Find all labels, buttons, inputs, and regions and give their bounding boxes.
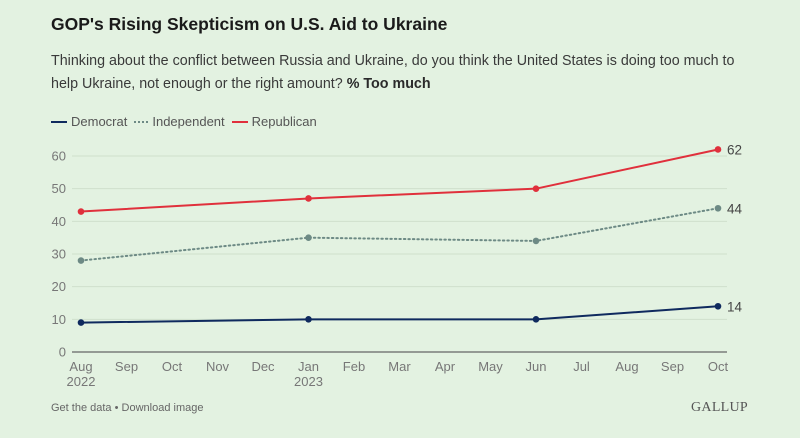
data-point-independent [532, 237, 540, 245]
x-tick-label: Jan [298, 359, 319, 374]
y-tick-label: 50 [52, 181, 66, 196]
end-label-democrat: 14 [727, 299, 743, 314]
y-tick-label: 30 [52, 247, 66, 262]
x-tick-label: Sep [661, 359, 684, 374]
footer-links: Get the data • Download image [51, 402, 203, 414]
chart-title: GOP's Rising Skepticism on U.S. Aid to U… [51, 14, 448, 34]
subtitle-question: Thinking about the conflict between Russ… [51, 53, 735, 92]
x-tick-label: Nov [206, 359, 230, 374]
y-tick-label: 40 [52, 214, 66, 229]
data-point-republican [305, 195, 312, 202]
legend-swatch-independent [134, 120, 149, 123]
data-point-independent [77, 257, 85, 264]
y-tick-label: 60 [52, 149, 66, 164]
data-point-independent [305, 234, 312, 241]
chart-legend: Democrat Independent Republican [51, 114, 324, 129]
gridlines [72, 155, 727, 353]
data-point-republican [714, 146, 722, 153]
series-line-independent [80, 207, 719, 262]
x-tick-year-label: 2022 [67, 374, 96, 389]
x-tick-year-label: 2023 [294, 374, 323, 389]
end-label-republican: 62 [727, 142, 742, 157]
x-tick-label: Oct [162, 359, 183, 374]
data-point-democrat [532, 316, 540, 323]
end-label-independent: 44 [727, 201, 743, 216]
get-data-link[interactable]: Get the data [51, 402, 112, 414]
x-tick-label: Dec [251, 359, 275, 374]
data-point-republican [532, 185, 540, 192]
series-lines [80, 148, 719, 324]
x-tick-label: Mar [388, 359, 411, 374]
legend-swatch-democrat [51, 120, 67, 123]
x-tick-label: Aug [615, 359, 638, 374]
legend-label-republican: Republican [251, 114, 317, 129]
chart-subtitle: Thinking about the conflict between Russ… [51, 50, 751, 96]
gallup-logo: GALLUP [691, 400, 749, 415]
y-tick-label: 0 [59, 345, 66, 360]
download-image-link[interactable]: Download image [121, 402, 204, 414]
series-line-republican [80, 148, 719, 213]
legend-swatch-republican [231, 120, 248, 123]
x-tick-label: Sep [115, 359, 138, 374]
x-tick-label: Jul [573, 359, 590, 374]
x-tick-label: Apr [435, 359, 456, 374]
x-tick-label: Oct [708, 359, 729, 374]
data-point-republican [77, 208, 85, 215]
x-tick-label: May [478, 359, 503, 374]
legend-label-democrat: Democrat [71, 114, 128, 129]
y-tick-label: 10 [52, 312, 66, 327]
x-tick-label: Jun [526, 359, 547, 374]
x-tick-label: Aug [69, 359, 92, 374]
legend-item-republican[interactable]: Republican [231, 114, 317, 129]
y-tick-label: 20 [52, 279, 66, 294]
y-axis: 0 10 20 30 40 50 60 [52, 149, 66, 360]
subtitle-measure: % Too much [346, 76, 431, 92]
data-point-independent [714, 204, 722, 212]
x-tick-label: Feb [343, 359, 365, 374]
legend-label-independent: Independent [152, 114, 225, 129]
data-point-democrat [714, 302, 722, 310]
data-point-democrat [305, 316, 312, 323]
footer-separator: • [114, 402, 119, 414]
series-line-democrat [80, 305, 719, 324]
data-point-democrat [77, 319, 85, 326]
legend-item-democrat[interactable]: Democrat [51, 114, 127, 129]
legend-item-independent[interactable]: Independent [134, 114, 225, 129]
end-labels: 14 44 62 [727, 142, 743, 314]
series-points [77, 146, 722, 326]
